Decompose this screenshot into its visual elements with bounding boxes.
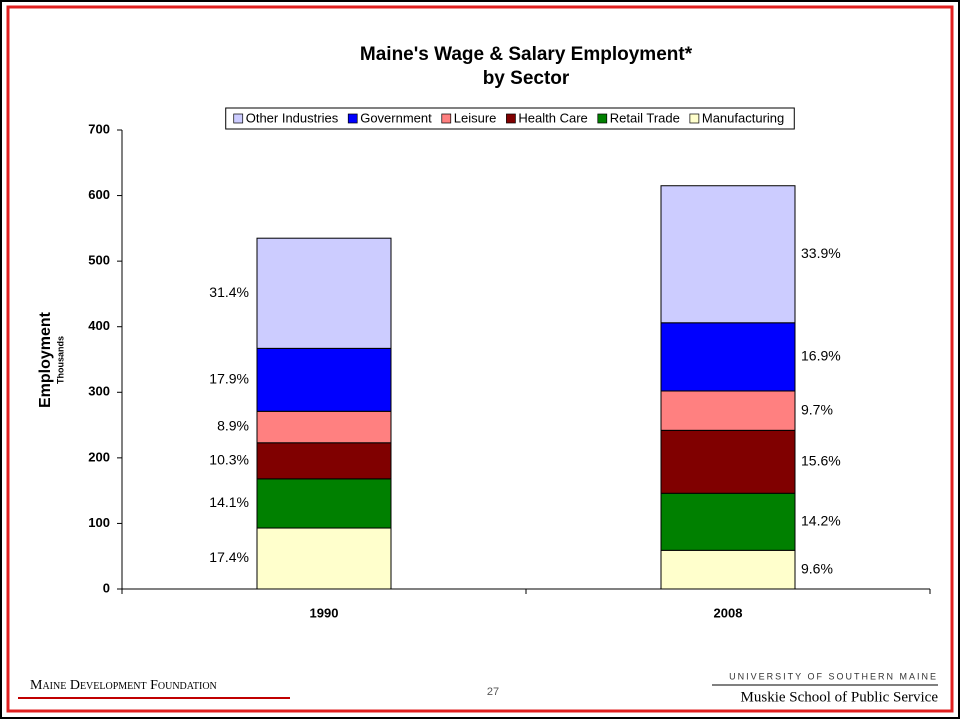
x-tick-label: 2008 (714, 605, 743, 620)
segment-label: 14.2% (801, 512, 841, 528)
y-tick-label: 500 (88, 253, 110, 268)
bar-segment (256, 347, 392, 412)
segment-label: 15.6% (801, 452, 841, 468)
bar-segment (660, 429, 796, 494)
legend-swatch (347, 113, 358, 124)
x-tick-label: 1990 (310, 605, 339, 620)
y-tick-label: 200 (88, 449, 110, 464)
page-number: 27 (487, 686, 499, 698)
legend-label: Other Industries (246, 110, 339, 125)
bar-segment (660, 390, 796, 431)
y-tick-label: 100 (88, 515, 110, 530)
bar-segment (660, 185, 796, 324)
y-axis-sublabel: Thousands (55, 336, 65, 384)
segment-label: 10.3% (209, 452, 249, 468)
footer-left: Maine Development Foundation (30, 678, 217, 693)
bar-segment (256, 478, 392, 529)
legend-swatch (597, 113, 608, 124)
legend-label: Manufacturing (702, 110, 784, 125)
segment-label: 31.4% (209, 284, 249, 300)
bar-segment (256, 237, 392, 349)
segment-label: 8.9% (217, 418, 249, 434)
legend-swatch (441, 113, 452, 124)
bar-segment (660, 492, 796, 551)
y-tick-label: 700 (88, 121, 110, 136)
chart-title: Maine's Wage & Salary Employment* (360, 44, 693, 65)
bar-segment (660, 549, 796, 590)
y-tick-label: 400 (88, 318, 110, 333)
legend-label: Leisure (454, 110, 497, 125)
y-axis-label: Employment (37, 311, 54, 408)
bar-segment (256, 527, 392, 590)
y-tick-label: 0 (103, 580, 110, 595)
legend-swatch (506, 113, 516, 124)
segment-label: 9.7% (801, 401, 833, 417)
y-tick-label: 600 (88, 187, 110, 202)
segment-label: 16.9% (801, 348, 841, 364)
bar-segment (256, 442, 392, 480)
footer-right-top: UNIVERSITY OF SOUTHERN MAINE (729, 671, 938, 681)
segment-label: 17.9% (209, 371, 249, 387)
slide-frame (6, 5, 954, 713)
chart-title: by Sector (483, 68, 570, 89)
legend-swatch (689, 113, 700, 124)
legend-label: Retail Trade (610, 110, 680, 125)
legend-swatch (233, 113, 244, 124)
segment-label: 14.1% (209, 494, 249, 510)
bar-segment (256, 410, 392, 444)
y-tick-label: 300 (88, 384, 110, 399)
footer-right-bottom: Muskie School of Public Service (741, 689, 939, 705)
bar-segment (660, 322, 796, 392)
legend-label: Health Care (518, 110, 587, 125)
legend-label: Government (360, 110, 432, 125)
segment-label: 17.4% (209, 549, 249, 565)
segment-label: 33.9% (801, 245, 841, 261)
segment-label: 9.6% (801, 560, 833, 576)
